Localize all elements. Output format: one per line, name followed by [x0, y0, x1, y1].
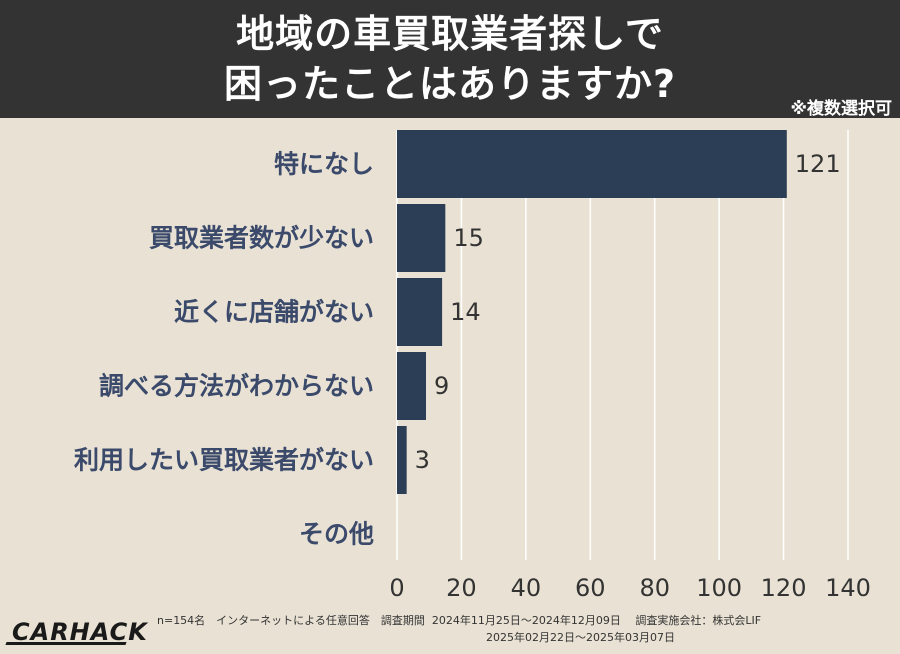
multiple-choice-note: ※複数選択可: [790, 99, 892, 119]
bar-1: [397, 204, 446, 272]
x-tick-label-60: 60: [575, 574, 606, 602]
category-label-3: 調べる方法がわからない: [99, 372, 374, 401]
data-label-4: 3: [415, 446, 430, 474]
footer: CARHACK n=154名 インターネットによる任意回答 調査期間 2024年…: [0, 606, 900, 654]
survey-info-text: n=154名 インターネットによる任意回答 調査期間 2024年11月25日〜2…: [157, 614, 762, 627]
bar-2: [397, 278, 443, 346]
x-tick-label-20: 20: [446, 574, 477, 602]
x-tick-label-120: 120: [761, 574, 807, 602]
bar-0: [397, 130, 787, 198]
data-label-0: 121: [795, 150, 841, 178]
category-label-4: 利用したい買取業者がない: [74, 446, 374, 475]
data-label-3: 9: [434, 372, 449, 400]
category-label-2: 近くに店舗がない: [174, 298, 374, 327]
category-label-5: その他: [299, 520, 374, 549]
x-tick-label-0: 0: [389, 574, 404, 602]
logo-underline: [5, 642, 127, 645]
x-tick-label-100: 100: [696, 574, 742, 602]
x-tick-label-40: 40: [511, 574, 542, 602]
bar-3: [397, 352, 426, 420]
data-label-2: 14: [450, 298, 481, 326]
bar-4: [397, 426, 407, 494]
survey-period-text: 2025年02月22日〜2025年03月07日: [486, 631, 675, 644]
carhack-logo: CARHACK: [12, 618, 148, 646]
data-label-1: 15: [453, 224, 484, 252]
header-banner: 地域の車買取業者探しで 困ったことはありますか? ※複数選択可: [0, 0, 900, 119]
chart-title-line2: 困ったことはありますか?: [223, 62, 677, 106]
chart-title-line1: 地域の車買取業者探しで: [236, 12, 664, 56]
bar-chart: 特になし 121 買取業者数が少ない 15 近くに店舗がない 14 調べる方法がわからない 9…: [74, 130, 871, 602]
category-label-1: 買取業者数が少ない: [149, 224, 374, 253]
x-tick-label-140: 140: [825, 574, 871, 602]
category-label-0: 特になし: [274, 150, 374, 179]
x-tick-label-80: 80: [639, 574, 670, 602]
